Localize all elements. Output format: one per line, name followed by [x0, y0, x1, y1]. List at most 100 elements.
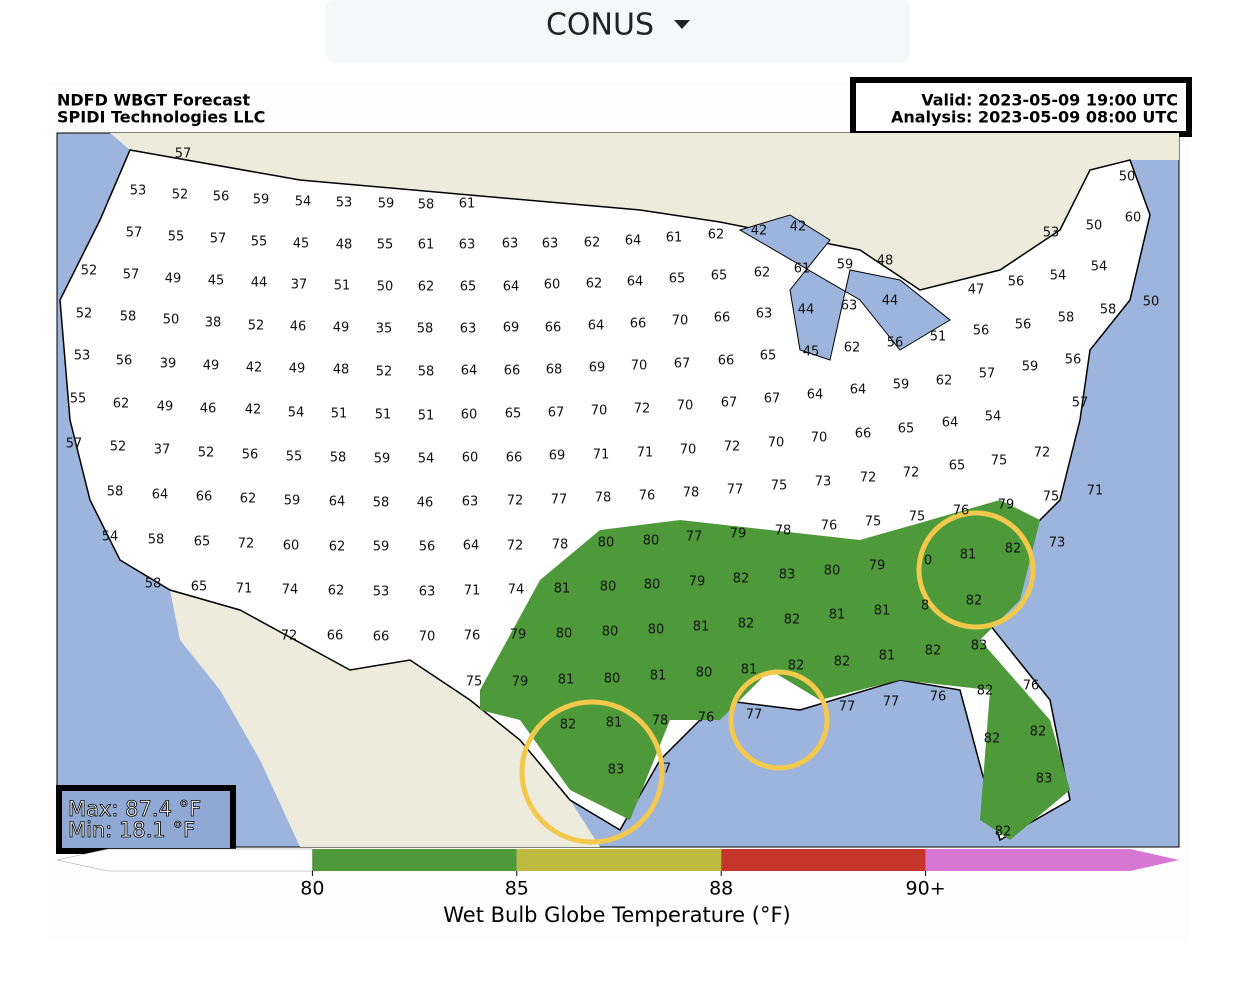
station-value: 72: [860, 471, 877, 486]
station-value: 82: [1030, 725, 1047, 740]
selector-label[interactable]: CONUS: [546, 8, 654, 43]
station-value: 63: [841, 299, 858, 314]
station-value: 58: [1058, 311, 1075, 326]
station-value: 65: [949, 459, 966, 474]
station-value: 65: [760, 349, 777, 364]
station-value: 80: [598, 536, 615, 551]
station-value: 81: [606, 716, 623, 731]
station-value: 65: [505, 407, 522, 422]
station-value: 79: [869, 559, 886, 574]
station-value: 63: [462, 495, 479, 510]
station-value: 57: [175, 147, 192, 162]
station-value: 55: [168, 230, 185, 245]
station-value: 55: [377, 238, 394, 253]
station-value: 62: [418, 280, 435, 295]
station-value: 58: [107, 485, 124, 500]
station-value: 60: [544, 278, 561, 293]
max-value: Max: 87.4 °F: [68, 797, 201, 821]
station-value: 66: [373, 630, 390, 645]
station-value: 78: [595, 491, 612, 506]
station-value: 77: [746, 708, 763, 723]
station-value: 50: [1086, 219, 1103, 234]
station-value: 70: [680, 443, 697, 458]
station-value: 64: [463, 539, 480, 554]
station-value: 80: [602, 625, 619, 640]
station-value: 80: [824, 564, 841, 579]
station-value: 56: [116, 354, 133, 369]
station-value: 78: [552, 538, 569, 553]
station-value: 51: [418, 409, 435, 424]
station-value: 55: [286, 450, 303, 465]
station-value: 52: [172, 188, 189, 203]
station-value: 51: [930, 330, 947, 345]
valid-time: Valid: 2023-05-09 19:00 UTC: [921, 91, 1178, 110]
station-value: 71: [464, 584, 481, 599]
station-value: 76: [1023, 679, 1040, 694]
station-value: 81: [879, 649, 896, 664]
station-value: 52: [198, 446, 215, 461]
station-value: 77: [727, 483, 744, 498]
station-value: 72: [507, 494, 524, 509]
station-value: 58: [330, 451, 347, 466]
station-value: 65: [711, 269, 728, 284]
station-value: 66: [506, 451, 523, 466]
station-value: 52: [110, 440, 127, 455]
station-value: 49: [333, 321, 350, 336]
station-value: 74: [508, 583, 525, 598]
highlight-circle: [728, 669, 830, 771]
colorbar: 80 85 88 90+: [56, 848, 1179, 900]
station-value: 80: [648, 623, 665, 638]
highlight-circle: [519, 699, 665, 845]
station-value: 57: [210, 232, 227, 247]
station-value: 38: [205, 316, 222, 331]
station-value: 45: [293, 237, 310, 252]
region-selector[interactable]: [326, 0, 910, 62]
station-value: 78: [775, 524, 792, 539]
station-value: 65: [194, 535, 211, 550]
station-value: 72: [903, 466, 920, 481]
station-value: 64: [152, 488, 169, 503]
station-value: 63: [756, 307, 773, 322]
station-value: 71: [1087, 484, 1104, 499]
station-value: 81: [558, 673, 575, 688]
dropdown-caret[interactable]: [674, 20, 690, 29]
station-value: 69: [589, 361, 606, 376]
station-value: 61: [794, 262, 811, 277]
station-value: 64: [850, 383, 867, 398]
station-value: 59: [374, 452, 391, 467]
station-value: 58: [120, 310, 137, 325]
station-value: 70: [591, 404, 608, 419]
station-value: 60: [1125, 211, 1142, 226]
station-value: 66: [196, 490, 213, 505]
station-value: 70: [768, 436, 785, 451]
colorbar-segment: [516, 849, 722, 871]
station-value: 62: [754, 266, 771, 281]
station-value: 75: [466, 675, 483, 690]
station-value: 50: [1119, 170, 1136, 185]
station-value: 56: [1065, 353, 1082, 368]
station-value: 44: [882, 294, 899, 309]
station-value: 58: [417, 322, 434, 337]
colorbar-segment: [312, 849, 517, 871]
source: SPIDI Technologies LLC: [57, 108, 265, 127]
station-value: 46: [417, 496, 434, 511]
station-value: 49: [165, 272, 182, 287]
station-value: 44: [251, 276, 268, 291]
station-value: 79: [998, 498, 1015, 513]
station-value: 48: [336, 238, 353, 253]
station-value: 61: [459, 197, 476, 212]
station-value: 79: [510, 628, 527, 643]
station-value: 64: [942, 416, 959, 431]
station-value: 58: [418, 365, 435, 380]
station-value: 42: [246, 361, 263, 376]
station-value: 49: [289, 362, 306, 377]
station-value: 58: [145, 577, 162, 592]
station-value: 64: [461, 364, 478, 379]
station-value: 78: [652, 714, 669, 729]
station-value: 64: [807, 388, 824, 403]
station-value: 80: [696, 666, 713, 681]
station-value: 67: [548, 406, 565, 421]
station-value: 56: [1015, 318, 1032, 333]
station-value: 7: [663, 762, 671, 777]
